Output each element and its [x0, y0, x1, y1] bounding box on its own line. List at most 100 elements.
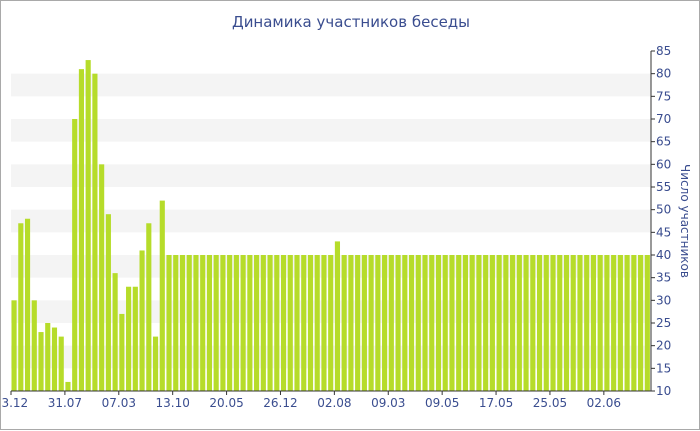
- x-tick-label: 13.10: [156, 396, 190, 410]
- bar: [375, 255, 381, 391]
- bar: [624, 255, 630, 391]
- bar: [51, 327, 58, 391]
- bar: [570, 255, 576, 391]
- x-tick-label: 09.03: [371, 396, 405, 410]
- x-tick-label: 07.03: [102, 396, 136, 410]
- bar: [550, 255, 556, 391]
- x-tick-label: 31.07: [48, 396, 82, 410]
- bar: [577, 255, 583, 391]
- y-tick-label: 50: [656, 203, 671, 217]
- bar: [584, 255, 590, 391]
- bar: [334, 241, 341, 391]
- bar: [361, 255, 367, 391]
- bar: [516, 255, 522, 391]
- y-tick-label: 65: [656, 135, 671, 149]
- bar: [78, 69, 85, 391]
- y-tick-label: 55: [656, 180, 671, 194]
- bar: [65, 381, 71, 391]
- y-tick-label: 25: [656, 316, 671, 330]
- bar: [530, 255, 536, 391]
- bar: [496, 255, 502, 391]
- bar: [274, 255, 280, 391]
- bar: [247, 255, 253, 391]
- bar: [287, 255, 293, 391]
- bar: [483, 255, 489, 391]
- y-tick-label: 70: [656, 112, 671, 126]
- bar: [644, 255, 650, 391]
- bar: [119, 313, 125, 391]
- bar: [597, 255, 603, 391]
- bar: [45, 323, 51, 391]
- bar: [611, 255, 617, 391]
- bar: [617, 255, 623, 391]
- bar: [469, 255, 475, 391]
- bar: [31, 300, 37, 391]
- bar: [388, 255, 394, 391]
- bar: [213, 255, 219, 391]
- x-tick-label: 09.05: [425, 396, 459, 410]
- bar: [105, 214, 111, 391]
- bar: [543, 255, 549, 391]
- x-tick-label: 20.05: [209, 396, 243, 410]
- bar: [604, 255, 610, 391]
- bar: [200, 255, 206, 391]
- y-tick-label: 35: [656, 271, 671, 285]
- y-tick-label: 75: [656, 89, 671, 103]
- grid-band: [11, 164, 651, 187]
- bar: [240, 255, 246, 391]
- y-tick-label: 15: [656, 361, 671, 375]
- bar: [11, 300, 17, 391]
- y-tick-label: 80: [656, 67, 671, 81]
- x-tick-label: 17.05: [479, 396, 513, 410]
- bar: [99, 164, 105, 391]
- bar: [563, 255, 570, 391]
- bar: [233, 255, 239, 391]
- chart-title: Динамика участников беседы: [231, 13, 471, 31]
- grid-band: [11, 209, 651, 233]
- y-axis-label: Число участников: [678, 164, 692, 278]
- x-tick-label: 26.12: [263, 396, 297, 410]
- bar: [301, 255, 307, 391]
- bar: [462, 255, 469, 391]
- bar: [328, 255, 334, 391]
- bar: [254, 255, 260, 391]
- bar: [314, 255, 320, 391]
- bar: [112, 273, 118, 391]
- bar: [557, 255, 563, 391]
- bar: [348, 255, 354, 391]
- bar: [186, 255, 192, 391]
- bar: [260, 255, 266, 391]
- bar: [422, 255, 428, 391]
- bar: [638, 255, 644, 391]
- bar: [368, 255, 374, 391]
- x-tick-label: 23.12: [1, 396, 28, 410]
- x-tick-label: 25.05: [533, 396, 567, 410]
- bar: [402, 255, 408, 391]
- bar: [166, 255, 172, 391]
- bar: [179, 255, 186, 391]
- bar: [321, 255, 327, 391]
- bar: [408, 255, 415, 391]
- bar: [415, 255, 421, 391]
- x-tick-label: 02.08: [317, 396, 351, 410]
- y-tick-label: 40: [656, 248, 671, 262]
- bar: [523, 255, 529, 391]
- bar: [58, 336, 64, 391]
- bar: [173, 255, 179, 391]
- bar: [220, 255, 226, 391]
- bar: [152, 336, 159, 391]
- bar: [267, 255, 273, 391]
- bar: [456, 255, 462, 391]
- bar: [590, 255, 597, 391]
- bar: [132, 286, 138, 391]
- bar: [442, 255, 448, 391]
- bar: [139, 250, 145, 391]
- bar: [341, 255, 347, 391]
- bar: [294, 255, 300, 391]
- bar: [489, 255, 495, 391]
- bar: [280, 255, 287, 391]
- grid-band: [11, 73, 651, 97]
- bar: [395, 255, 401, 391]
